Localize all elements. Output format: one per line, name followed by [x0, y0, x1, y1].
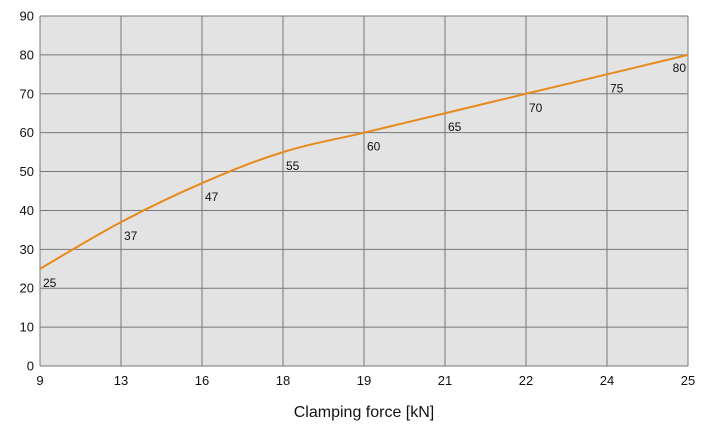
data-label: 25 [43, 276, 57, 290]
x-tick-label: 24 [600, 373, 614, 388]
x-tick-label: 16 [195, 373, 209, 388]
x-tick-label: 9 [36, 373, 43, 388]
y-tick-label: 50 [20, 164, 34, 179]
y-tick-label: 70 [20, 86, 34, 101]
y-tick-label: 0 [27, 359, 34, 374]
x-axis: 9 13 16 18 19 21 22 24 25 [36, 373, 695, 388]
y-tick-label: 30 [20, 242, 34, 257]
data-label: 47 [205, 190, 219, 204]
y-axis: 0 10 20 30 40 50 60 70 80 90 [20, 9, 34, 374]
data-label: 80 [673, 61, 687, 75]
data-label: 60 [367, 140, 381, 154]
y-tick-label: 40 [20, 203, 34, 218]
x-tick-label: 19 [357, 373, 371, 388]
series-line [39, 53, 689, 270]
x-tick-label: 22 [519, 373, 533, 388]
y-tick-label: 90 [20, 9, 34, 24]
data-label: 55 [286, 159, 300, 173]
y-tick-label: 60 [20, 125, 34, 140]
data-label: 75 [610, 81, 624, 95]
x-tick-label: 21 [438, 373, 452, 388]
y-tick-label: 80 [20, 47, 34, 62]
x-tick-label: 18 [276, 373, 290, 388]
y-tick-label: 20 [20, 281, 34, 296]
y-tick-label: 10 [20, 320, 34, 335]
grid [39, 15, 689, 367]
x-axis-title: Clamping force [kN] [294, 404, 435, 421]
data-label: 65 [448, 120, 462, 134]
data-labels: 25 37 47 55 60 65 70 75 80 [43, 61, 686, 290]
x-tick-label: 25 [681, 373, 695, 388]
data-label: 37 [124, 229, 138, 243]
data-label: 70 [529, 101, 543, 115]
x-tick-label: 13 [114, 373, 128, 388]
